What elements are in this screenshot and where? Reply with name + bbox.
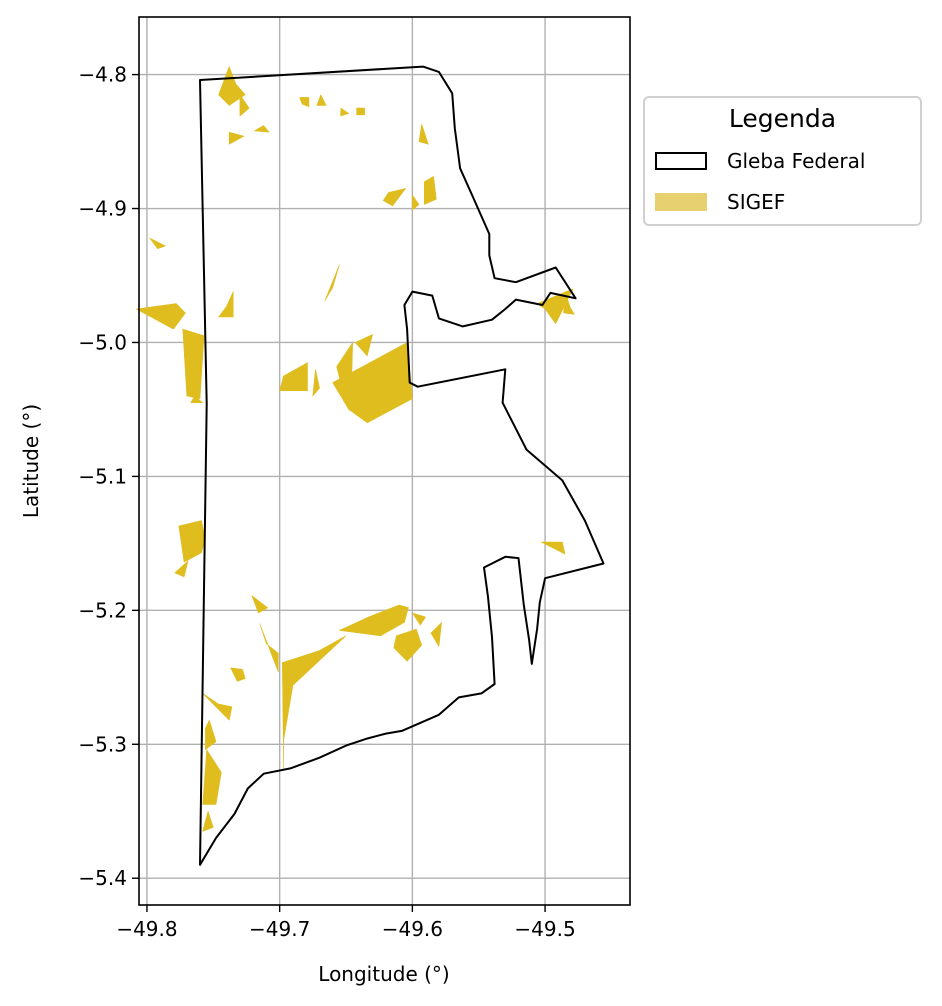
y-tick-label: −4.8: [78, 63, 127, 87]
y-tick-label: −5.1: [78, 464, 127, 488]
sigef-parcel: [393, 628, 423, 662]
sigef-parcel: [324, 264, 340, 302]
y-axis-title: Latitude (°): [19, 404, 43, 518]
sigef-parcel: [230, 667, 246, 682]
x-ticks: −49.8 −49.7 −49.6 −49.5: [116, 905, 576, 941]
gleba-federal-boundary: [199, 65, 605, 866]
y-tick-label: −5.3: [78, 732, 127, 756]
legend-entry-gleba: Gleba Federal: [655, 148, 865, 174]
legend-swatch-fill: [655, 193, 707, 211]
sigef-parcel: [202, 749, 222, 805]
sigef-parcel: [382, 188, 407, 207]
x-tick-label: −49.5: [514, 917, 575, 941]
sigef-parcel: [149, 237, 166, 249]
x-tick-label: −49.7: [249, 917, 310, 941]
sigef-parcel: [254, 125, 270, 133]
grid-lines: [139, 17, 630, 905]
sigef-parcel: [423, 176, 437, 205]
sigef-parcel: [178, 520, 206, 563]
sigef-parcel: [202, 693, 233, 721]
sigef-parcel: [536, 288, 574, 325]
sigef-parcel: [190, 395, 203, 404]
sigef-parcel: [418, 123, 429, 145]
gleba-boundary-layer: [199, 65, 605, 866]
sigef-parcel: [412, 194, 420, 211]
sigef-parcel: [205, 719, 217, 750]
x-tick-label: −49.6: [382, 917, 443, 941]
sigef-parcel: [412, 612, 426, 626]
sigef-parcel: [228, 131, 245, 145]
sigef-parcels: [136, 66, 575, 832]
y-tick-label: −5.4: [78, 866, 127, 890]
sigef-parcel: [136, 303, 186, 330]
x-axis-title: Longitude (°): [318, 962, 449, 986]
sigef-parcel: [316, 94, 327, 106]
sigef-parcel: [356, 107, 365, 116]
legend: Legenda Gleba Federal SIGEF: [643, 96, 922, 226]
y-ticks: −4.8 −4.9 −5.0 −5.1 −5.2 −5.3 −5.4: [78, 63, 139, 890]
sigef-parcel: [339, 604, 409, 637]
legend-label-sigef: SIGEF: [727, 190, 786, 214]
sigef-parcel: [540, 541, 566, 555]
sigef-parcel: [354, 334, 373, 357]
y-tick-label: −5.0: [78, 330, 127, 354]
sigef-parcel: [312, 368, 320, 397]
plot-frame: [138, 16, 631, 906]
sigef-parcel: [279, 362, 308, 392]
sigef-parcel: [218, 66, 246, 106]
sigef-parcel: [182, 328, 205, 400]
sigef-parcel: [218, 291, 234, 318]
sigef-parcel: [239, 94, 250, 117]
y-tick-label: −5.2: [78, 598, 127, 622]
sigef-parcel: [281, 635, 347, 769]
sigef-parcel: [174, 560, 189, 578]
legend-title: Legenda: [728, 104, 837, 133]
sigef-parcel: [251, 595, 269, 614]
legend-swatch-outline: [655, 152, 707, 170]
x-tick-label: −49.8: [116, 917, 177, 941]
sigef-parcel: [299, 97, 310, 107]
legend-label-gleba: Gleba Federal: [727, 149, 866, 173]
sigef-parcel: [430, 622, 442, 647]
y-tick-label: −4.9: [78, 197, 127, 221]
sigef-parcel: [202, 810, 214, 832]
sigef-parcel: [336, 342, 354, 394]
legend-entry-sigef: SIGEF: [655, 189, 785, 215]
sigef-parcel: [259, 623, 279, 673]
sigef-parcel: [340, 107, 350, 117]
